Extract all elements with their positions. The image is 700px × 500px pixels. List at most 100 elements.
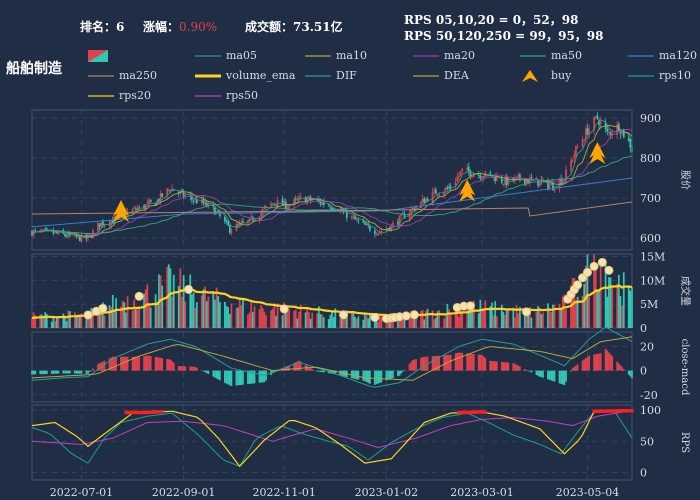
macd-bar [69, 370, 71, 374]
candle-body [431, 191, 434, 203]
volume-bar [238, 299, 241, 328]
volume-bar [32, 312, 35, 328]
candle-body [388, 227, 391, 231]
legend-label-rps50: rps50 [226, 89, 258, 102]
volume-bar [215, 287, 218, 328]
macd-bar [32, 370, 35, 375]
candle-body [387, 228, 389, 230]
candle-body [448, 186, 450, 188]
candle-body [436, 194, 439, 196]
macd-bar [542, 370, 544, 378]
macd-bar [390, 370, 393, 379]
candle-body [97, 223, 99, 232]
macd-bar [558, 370, 561, 384]
volume-bar [136, 310, 139, 328]
volume-signal-dot [409, 310, 419, 320]
candle-body [548, 184, 551, 189]
macd-bar [411, 360, 414, 371]
macd-bar [410, 361, 412, 371]
volume-bar [443, 318, 445, 328]
macd-bar [461, 352, 464, 371]
line-volume-ema [31, 284, 632, 320]
candle-body [570, 160, 572, 171]
volume-bar [527, 311, 530, 328]
macd-bar [293, 363, 295, 371]
macd-bar [207, 370, 210, 375]
macd-bar [434, 355, 437, 371]
volume-bar [596, 290, 599, 328]
candle-body [247, 220, 249, 224]
line-rps50 [31, 410, 633, 449]
macd-bar [528, 370, 531, 372]
turnover: 成交额：73.51亿 [245, 18, 343, 35]
legend-symbol-volume_ema [195, 74, 221, 78]
macd-bar [75, 370, 78, 374]
macd-bar [77, 370, 80, 374]
volume-bar [469, 304, 472, 328]
candle-body [415, 206, 417, 210]
candle-body [458, 175, 460, 177]
candle-body [44, 229, 47, 231]
volume-bar [265, 315, 267, 328]
volume-bar [519, 307, 521, 328]
macd-bar [223, 370, 226, 383]
macd-bar [317, 370, 320, 372]
macd-bar [85, 370, 88, 374]
macd-bar [133, 356, 136, 371]
macd-bar [466, 353, 469, 371]
candle-body [369, 226, 371, 231]
tick-label-macd: 20 [640, 340, 654, 353]
candle-body [225, 221, 228, 223]
macd-bar [482, 356, 485, 371]
volume-signal-dot [597, 257, 607, 267]
candle-body [504, 177, 506, 185]
macd-bar [471, 353, 473, 371]
volume-bar [223, 301, 226, 328]
volume-bar [308, 311, 310, 328]
volume-bar [492, 315, 495, 328]
macd-bar [50, 370, 53, 374]
macd-bar [67, 370, 70, 374]
candle-body [552, 183, 554, 191]
volume-bar [408, 317, 411, 328]
legend-item-candles [88, 49, 116, 63]
macd-bar [62, 370, 65, 374]
volume-bar [317, 306, 320, 328]
macd-bar [352, 370, 355, 379]
volume-bar [329, 314, 332, 328]
buy-signal-marker [589, 148, 606, 164]
candle-body [192, 200, 195, 202]
candle-body [466, 167, 469, 170]
macd-bar [284, 366, 287, 371]
volume-bar [438, 310, 441, 328]
candle-body [472, 174, 475, 178]
volume-bar [172, 274, 175, 328]
macd-bar [235, 370, 238, 386]
volume-bar [481, 308, 483, 328]
legend-item-buy: buy [520, 69, 571, 83]
macd-bar [570, 370, 572, 372]
volume-bar [611, 285, 614, 328]
macd-bar [433, 356, 436, 371]
turnover-label: 成交额： [245, 20, 294, 34]
candle-body [65, 235, 68, 237]
volume-bar [179, 268, 182, 328]
volume-bar [525, 309, 528, 328]
macd-bar [252, 370, 254, 384]
macd-bar [448, 354, 450, 371]
macd-bar [362, 370, 365, 381]
macd-bar [502, 362, 505, 371]
volume-bar [283, 302, 286, 328]
volume-bar [604, 262, 607, 328]
candle-body [444, 187, 447, 191]
volume-bar [92, 310, 94, 328]
macd-bar [237, 370, 239, 386]
macd-bar [126, 356, 129, 371]
volume-bar [535, 312, 538, 328]
legend-item-rps50: rps50 [195, 89, 258, 103]
volume-bar [586, 254, 589, 328]
macd-bar [456, 352, 459, 371]
candle-body [563, 179, 566, 181]
tick-label-price: 800 [640, 152, 661, 165]
volume-bar [261, 308, 264, 328]
